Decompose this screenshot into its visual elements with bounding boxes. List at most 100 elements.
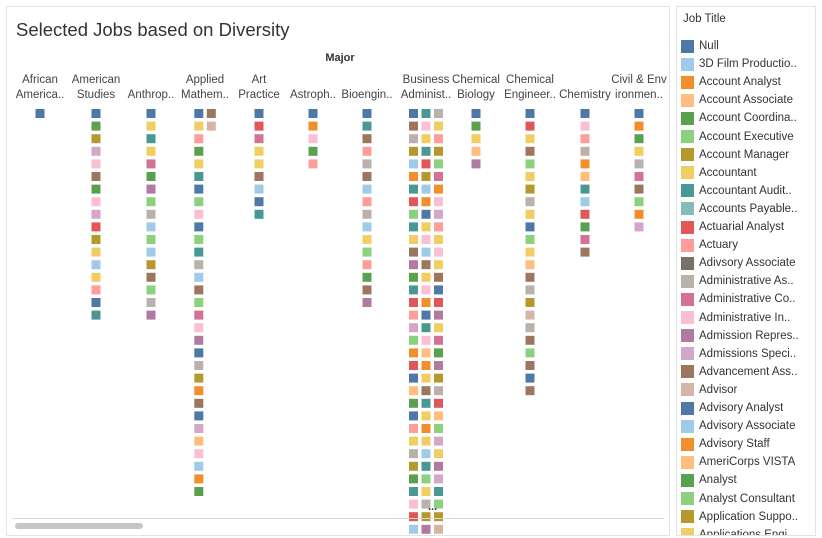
job-mark[interactable] xyxy=(421,298,431,307)
job-mark[interactable] xyxy=(35,109,45,118)
job-mark[interactable] xyxy=(525,235,535,244)
job-mark[interactable] xyxy=(409,335,418,345)
job-mark[interactable] xyxy=(146,134,156,144)
job-mark[interactable] xyxy=(146,260,156,270)
job-mark[interactable] xyxy=(421,386,431,396)
job-mark[interactable] xyxy=(146,146,156,156)
job-mark[interactable] xyxy=(409,323,418,333)
job-mark[interactable] xyxy=(525,247,535,257)
job-mark[interactable] xyxy=(146,172,156,181)
job-mark[interactable] xyxy=(580,172,590,181)
job-mark[interactable] xyxy=(421,134,431,144)
job-mark[interactable] xyxy=(634,197,644,207)
job-mark[interactable] xyxy=(421,172,431,181)
scrollbar-thumb[interactable] xyxy=(15,523,143,529)
job-mark[interactable] xyxy=(434,172,443,181)
legend-item[interactable]: Advisory Associate xyxy=(681,417,815,435)
job-mark[interactable] xyxy=(194,411,204,421)
job-mark[interactable] xyxy=(409,310,418,320)
job-mark[interactable] xyxy=(634,172,644,181)
job-mark[interactable] xyxy=(91,159,101,169)
job-mark[interactable] xyxy=(194,398,204,408)
job-mark[interactable] xyxy=(525,184,535,194)
job-mark[interactable] xyxy=(91,209,101,219)
job-mark[interactable] xyxy=(362,235,372,244)
job-mark[interactable] xyxy=(421,209,431,219)
job-mark[interactable] xyxy=(634,109,644,118)
job-mark[interactable] xyxy=(434,361,443,370)
job-mark[interactable] xyxy=(434,184,443,194)
job-mark[interactable] xyxy=(434,411,443,421)
job-mark[interactable] xyxy=(409,461,418,471)
job-mark[interactable] xyxy=(471,109,481,118)
job-mark[interactable] xyxy=(409,159,418,169)
job-mark[interactable] xyxy=(525,260,535,270)
job-mark[interactable] xyxy=(362,159,372,169)
job-mark[interactable] xyxy=(409,260,418,270)
job-mark[interactable] xyxy=(525,222,535,232)
job-mark[interactable] xyxy=(194,121,204,131)
job-mark[interactable] xyxy=(308,109,318,118)
job-mark[interactable] xyxy=(580,159,590,169)
job-mark[interactable] xyxy=(434,109,443,118)
job-mark[interactable] xyxy=(409,524,418,534)
job-mark[interactable] xyxy=(525,373,535,383)
job-mark[interactable] xyxy=(254,159,264,169)
job-mark[interactable] xyxy=(434,524,443,534)
job-mark[interactable] xyxy=(434,121,443,131)
job-mark[interactable] xyxy=(194,449,204,459)
job-mark[interactable] xyxy=(91,134,101,144)
job-mark[interactable] xyxy=(421,461,431,471)
job-mark[interactable] xyxy=(525,172,535,181)
job-mark[interactable] xyxy=(434,436,443,446)
job-mark[interactable] xyxy=(525,146,535,156)
job-mark[interactable] xyxy=(146,109,156,118)
job-mark[interactable] xyxy=(194,361,204,370)
job-mark[interactable] xyxy=(434,474,443,484)
job-mark[interactable] xyxy=(434,209,443,219)
job-mark[interactable] xyxy=(634,121,644,131)
job-mark[interactable] xyxy=(91,121,101,131)
job-mark[interactable] xyxy=(434,348,443,358)
job-mark[interactable] xyxy=(525,197,535,207)
job-mark[interactable] xyxy=(362,109,372,118)
job-mark[interactable] xyxy=(634,146,644,156)
job-mark[interactable] xyxy=(525,348,535,358)
job-mark[interactable] xyxy=(194,373,204,383)
job-mark[interactable] xyxy=(194,461,204,471)
job-mark[interactable] xyxy=(434,247,443,257)
job-mark[interactable] xyxy=(421,524,431,534)
job-mark[interactable] xyxy=(146,235,156,244)
job-mark[interactable] xyxy=(434,146,443,156)
job-mark[interactable] xyxy=(254,134,264,144)
job-mark[interactable] xyxy=(194,474,204,484)
job-mark[interactable] xyxy=(362,172,372,181)
legend-item[interactable]: Analyst xyxy=(681,471,815,489)
job-mark[interactable] xyxy=(421,222,431,232)
job-mark[interactable] xyxy=(421,487,431,496)
job-mark[interactable] xyxy=(421,184,431,194)
job-mark[interactable] xyxy=(409,298,418,307)
job-mark[interactable] xyxy=(421,348,431,358)
job-mark[interactable] xyxy=(91,298,101,307)
job-mark[interactable] xyxy=(362,184,372,194)
job-mark[interactable] xyxy=(194,487,204,496)
job-mark[interactable] xyxy=(409,197,418,207)
job-mark[interactable] xyxy=(362,134,372,144)
job-mark[interactable] xyxy=(434,134,443,144)
job-mark[interactable] xyxy=(580,184,590,194)
job-mark[interactable] xyxy=(194,235,204,244)
job-mark[interactable] xyxy=(580,235,590,244)
job-mark[interactable] xyxy=(634,159,644,169)
job-mark[interactable] xyxy=(194,348,204,358)
job-mark[interactable] xyxy=(525,310,535,320)
job-mark[interactable] xyxy=(421,323,431,333)
job-mark[interactable] xyxy=(634,222,644,232)
job-mark[interactable] xyxy=(206,121,216,131)
job-mark[interactable] xyxy=(254,209,264,219)
job-mark[interactable] xyxy=(254,121,264,131)
legend-item[interactable]: Analyst Consultant xyxy=(681,490,815,508)
job-mark[interactable] xyxy=(91,272,101,282)
legend-item[interactable]: Accountant xyxy=(681,164,815,182)
job-mark[interactable] xyxy=(409,487,418,496)
